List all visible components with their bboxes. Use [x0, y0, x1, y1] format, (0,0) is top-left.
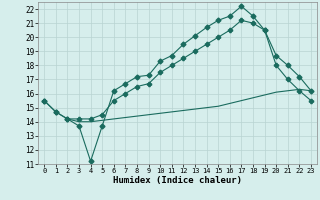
X-axis label: Humidex (Indice chaleur): Humidex (Indice chaleur): [113, 176, 242, 185]
